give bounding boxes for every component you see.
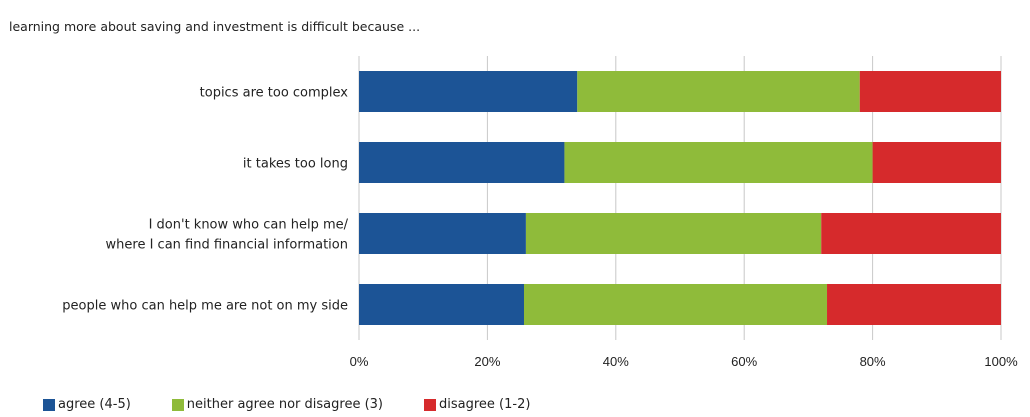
bar-segment-agree bbox=[359, 213, 526, 254]
bar-segment-disagree bbox=[827, 284, 1001, 325]
chart-title: learning more about saving and investmen… bbox=[9, 19, 421, 34]
legend-swatch-agree bbox=[43, 398, 55, 411]
legend-swatch-neither bbox=[171, 398, 184, 411]
legend-item-neither: neither agree nor disagree (3) bbox=[171, 397, 383, 412]
bar-segment-agree bbox=[359, 71, 578, 112]
legend-label-neither: neither agree nor disagree (3) bbox=[186, 397, 383, 412]
category-label: it takes too long bbox=[243, 157, 348, 172]
category-label: topics are too complex bbox=[200, 86, 349, 101]
bar-segment-agree bbox=[359, 284, 524, 325]
bar-segment-neither bbox=[525, 213, 822, 254]
bar-segment-disagree bbox=[859, 71, 1001, 112]
x-tick-label: 20% bbox=[474, 354, 500, 369]
chart-plot: topics are too complex it takes too long I… bbox=[62, 56, 1018, 369]
category-label: where I can find financial information bbox=[106, 238, 348, 253]
x-tick-label: 0% bbox=[350, 354, 369, 369]
legend-swatch-disagree bbox=[424, 398, 436, 411]
legend-item-agree: agree (4-5) bbox=[43, 397, 131, 412]
chart-legend: agree (4-5) neither agree nor disagree (… bbox=[43, 397, 571, 412]
bar-segment-neither bbox=[523, 284, 828, 325]
x-tick-label: 80% bbox=[860, 354, 886, 369]
bar-segment-disagree bbox=[872, 142, 1001, 183]
x-tick-label: 40% bbox=[603, 354, 629, 369]
legend-item-disagree: disagree (1-2) bbox=[424, 397, 530, 412]
x-tick-label: 60% bbox=[731, 354, 757, 369]
bar-segment-agree bbox=[359, 142, 565, 183]
bar-segment-disagree bbox=[821, 213, 1001, 254]
category-label: people who can help me are not on my sid… bbox=[62, 299, 348, 314]
bar-segment-neither bbox=[577, 71, 860, 112]
legend-label-agree: agree (4-5) bbox=[58, 397, 131, 412]
bar-segment-neither bbox=[564, 142, 873, 183]
legend-label-disagree: disagree (1-2) bbox=[439, 397, 531, 412]
category-label: I don't know who can help me/ bbox=[149, 218, 349, 233]
x-tick-label: 100% bbox=[984, 354, 1018, 369]
